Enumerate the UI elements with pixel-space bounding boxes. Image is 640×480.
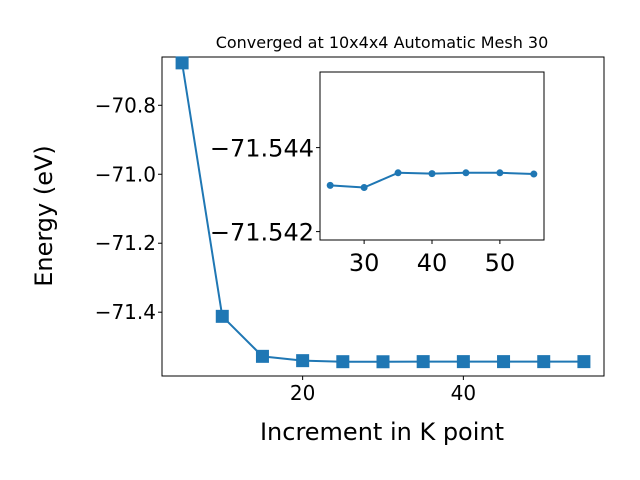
inset-data-point [394, 169, 402, 177]
inset-axes: 30 40 50 −71.542 −71.544 [210, 71, 545, 277]
main-y-tick-label: −70.8 [95, 93, 156, 117]
inset-x-tick-label: 40 [417, 249, 448, 277]
main-data-point [255, 349, 269, 363]
y-axis-label: Energy (eV) [30, 145, 58, 287]
inset-plot-frame [319, 71, 545, 241]
inset-data-point [462, 169, 470, 177]
inset-data-point [530, 170, 538, 178]
chart-title: Converged at 10x4x4 Automatic Mesh 30 [216, 33, 549, 52]
x-axis-label: Increment in K point [260, 418, 504, 446]
main-data-point [456, 355, 470, 369]
inset-x-tick-label: 30 [349, 249, 380, 277]
main-data-point [537, 355, 551, 369]
main-data-point [296, 354, 310, 368]
main-y-tick-label: −71.2 [95, 231, 156, 255]
main-x-tick-label: 40 [451, 381, 476, 405]
inset-data-point [326, 181, 334, 189]
main-data-point [416, 355, 430, 369]
inset-data-point [360, 184, 368, 191]
main-data-point [175, 56, 189, 70]
main-data-point [497, 355, 511, 369]
main-data-point [376, 355, 390, 369]
main-x-tick-label: 20 [290, 381, 315, 405]
main-data-point [215, 309, 229, 323]
inset-y-tick-label: −71.542 [210, 219, 314, 247]
inset-y-tick-label: −71.544 [210, 135, 314, 163]
main-y-tick-label: −71.0 [95, 162, 156, 186]
main-data-point [336, 355, 350, 369]
inset-data-point [496, 169, 504, 177]
inset-data-point [428, 170, 436, 178]
main-y-tick-label: −71.4 [95, 300, 156, 324]
inset-x-tick-label: 50 [485, 249, 516, 277]
main-data-point [577, 355, 591, 369]
